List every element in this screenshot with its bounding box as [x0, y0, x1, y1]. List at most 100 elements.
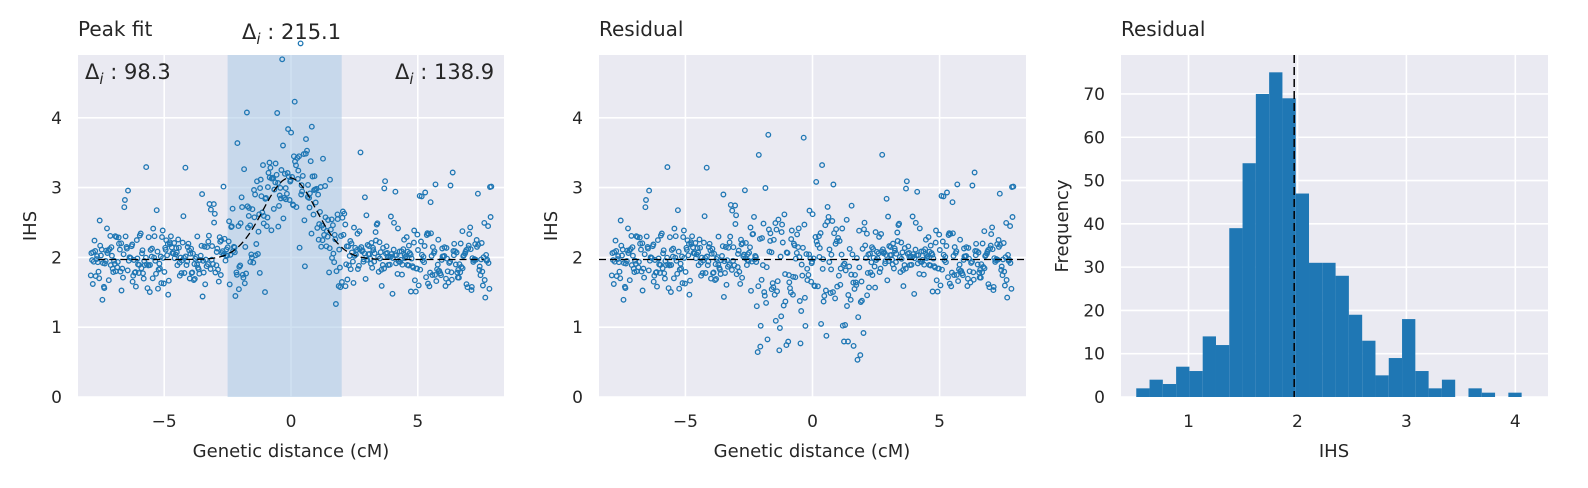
- scatter-point: [147, 246, 154, 253]
- y-tick-label: 20: [1083, 301, 1105, 321]
- scatter-point: [639, 287, 646, 294]
- scatter-point: [414, 265, 421, 272]
- scatter-point: [940, 193, 947, 200]
- scatter-point: [981, 228, 988, 235]
- scatter-point: [883, 195, 890, 202]
- scatter-point: [137, 230, 144, 237]
- scatter-point: [635, 264, 642, 271]
- scatter-point: [124, 267, 131, 274]
- scatter-point: [240, 274, 247, 281]
- scatter-point: [719, 243, 726, 250]
- histogram-bar: [1149, 379, 1163, 397]
- scatter-point: [692, 240, 699, 246]
- scatter-point: [939, 238, 946, 245]
- scatter-point: [140, 275, 147, 282]
- scatter-point: [953, 271, 960, 278]
- scatter-point: [420, 253, 427, 260]
- scatter-point: [427, 199, 434, 206]
- scatter-point: [215, 278, 222, 285]
- scatter-point: [254, 251, 261, 257]
- scatter-point: [930, 255, 937, 262]
- scatter-point: [237, 262, 244, 269]
- scatter-point: [816, 245, 823, 252]
- scatter-point: [668, 246, 675, 253]
- scatter-point: [788, 236, 795, 243]
- scatter-point: [183, 262, 190, 269]
- y-tick-label: 3: [51, 179, 62, 199]
- scatter-point: [405, 262, 412, 269]
- scatter-point: [932, 239, 939, 246]
- scatter-point: [247, 222, 254, 229]
- scatter-point: [977, 274, 984, 281]
- y-axis-label: Frequency: [1052, 179, 1073, 272]
- scatter-point: [949, 230, 956, 237]
- scatter-point: [342, 283, 349, 290]
- scatter-point: [304, 147, 310, 154]
- scatter-point: [221, 235, 228, 242]
- scatter-point: [338, 279, 345, 285]
- scatter-point: [118, 287, 125, 294]
- scatter-point: [364, 256, 371, 263]
- scatter-point: [660, 250, 667, 257]
- scatter-point: [164, 252, 171, 259]
- scatter-point: [778, 229, 785, 236]
- scatter-point: [299, 188, 306, 195]
- scatter-point: [868, 259, 875, 266]
- scatter-point: [784, 249, 791, 256]
- scatter-point: [878, 231, 885, 237]
- scatter-point: [799, 272, 806, 279]
- scatter-point: [797, 340, 804, 347]
- y-tick-label: 30: [1083, 258, 1105, 278]
- scatter-point: [970, 269, 977, 276]
- scatter-point: [836, 237, 843, 244]
- scatter-point: [121, 197, 128, 203]
- scatter-point: [386, 261, 393, 268]
- scatter-point: [421, 259, 428, 266]
- histogram-bar: [1322, 262, 1336, 397]
- scatter-point: [222, 257, 229, 264]
- scatter-point: [760, 220, 767, 227]
- scatter-point: [191, 261, 198, 267]
- scatter-point: [211, 219, 218, 226]
- scatter-point: [277, 184, 284, 191]
- scatter-point: [672, 254, 679, 261]
- scatter-point: [823, 332, 830, 339]
- scatter-point: [866, 284, 872, 291]
- scatter-point: [641, 274, 648, 281]
- scatter-point: [806, 207, 813, 214]
- scatter-point: [661, 270, 668, 277]
- scatter-point: [189, 269, 196, 276]
- scatter-point: [776, 347, 783, 354]
- scatter-point: [120, 274, 126, 281]
- scatter-point: [914, 188, 921, 195]
- scatter-point: [257, 185, 264, 192]
- x-tick-label: 5: [412, 412, 423, 432]
- scatter-point: [253, 241, 260, 247]
- scatter-point: [297, 40, 304, 47]
- scatter-point: [826, 259, 833, 265]
- scatter-point: [1001, 282, 1008, 289]
- scatter-point: [233, 269, 240, 276]
- scatter-point: [796, 298, 803, 304]
- scatter-point: [885, 258, 892, 264]
- scatter-point: [912, 219, 919, 226]
- x-tick-label: 4: [1510, 412, 1521, 432]
- scatter-point: [268, 227, 275, 234]
- scatter-point: [929, 251, 936, 258]
- panel-residual-histogram: 1 2 3 4 0 10 20 30 40 50 60 70 Residual IHS Freque…: [1052, 17, 1548, 462]
- scatter-point: [336, 264, 343, 271]
- y-tick-label: 70: [1083, 85, 1105, 105]
- scatter-point: [719, 253, 725, 259]
- scatter-point: [118, 240, 125, 247]
- scatter-point: [239, 271, 246, 278]
- scatter-point: [841, 260, 848, 267]
- scatter-point: [833, 238, 840, 245]
- scatter-point: [838, 251, 845, 258]
- scatter-point: [945, 274, 951, 281]
- scatter-point: [781, 211, 788, 218]
- scatter-point: [902, 265, 909, 272]
- scatter-point: [468, 283, 475, 290]
- scatter-point: [722, 244, 729, 250]
- scatter-point: [1009, 214, 1016, 220]
- scatter-point: [821, 292, 828, 299]
